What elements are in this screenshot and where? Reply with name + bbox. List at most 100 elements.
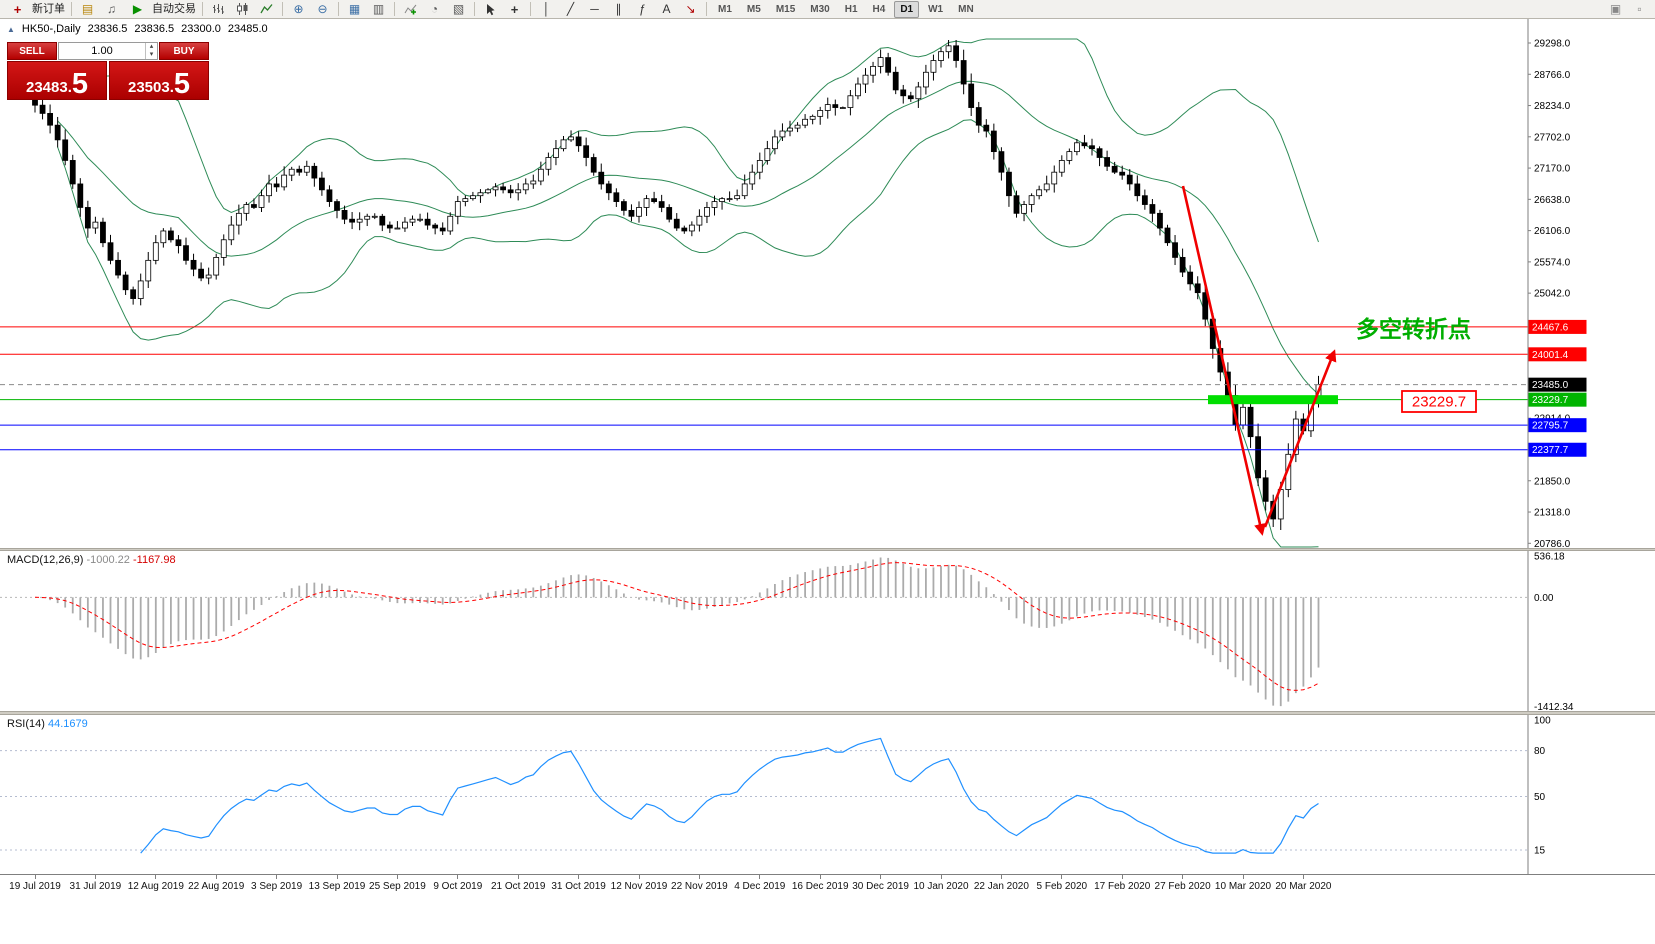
equidistant-channel-icon[interactable]: ∥ (615, 2, 622, 16)
auto-trading-button-label: 自动交易 (152, 2, 196, 15)
panel-splitter-2[interactable] (0, 711, 1655, 715)
timeframe-m5-button[interactable]: M5 (746, 3, 761, 15)
candle-body (832, 104, 839, 108)
timeframe-w1-button[interactable]: W1 (928, 3, 944, 15)
candle-body (243, 204, 250, 214)
volume-field[interactable]: 1.00 ▴ ▾ (58, 42, 158, 60)
time-axis[interactable]: 19 Jul 2019 31 Jul 2019 12 Aug 2019 22 Aug … (0, 874, 1655, 944)
price-tick-label: 26638.0 (1534, 195, 1571, 206)
time-label: 16 Dec 2019 (791, 881, 849, 892)
buy-price-button[interactable]: 23503. 5 (109, 61, 209, 100)
candle-body (824, 104, 831, 111)
cursor-icon[interactable] (479, 1, 502, 18)
price-callout-box[interactable] (1401, 390, 1477, 413)
volume-up-icon[interactable]: ▴ (149, 43, 154, 50)
collapse-one-click-icon[interactable]: ▲ (7, 24, 15, 34)
turning-point-label[interactable]: 多空转折点 (1356, 316, 1471, 342)
candle-body (583, 145, 590, 158)
volume-down-icon[interactable]: ▾ (149, 51, 154, 58)
trend-arrow-1[interactable] (1181, 185, 1266, 536)
candle-body (1021, 204, 1027, 214)
sell-price-big-digit: 5 (71, 68, 89, 101)
candle-body (1164, 227, 1171, 244)
bid-price-line-axis-label[interactable] (1528, 377, 1587, 392)
templates-icon[interactable]: ▧ (452, 2, 465, 16)
price-tick-label: 25574.0 (1534, 257, 1571, 268)
support-line-green-axis-label[interactable] (1528, 392, 1587, 407)
candle-body (1292, 418, 1299, 455)
macd-scale-label: 536.18 (1534, 551, 1565, 562)
support-line-blue-2-axis-label[interactable] (1528, 442, 1587, 457)
macd-scale-label: 0.00 (1534, 593, 1554, 604)
candle-body (167, 230, 174, 241)
candle-body (190, 259, 197, 270)
candle-body (1036, 189, 1043, 197)
candle-body (424, 218, 431, 226)
candle-body (77, 183, 84, 208)
resistance-line-2-axis-label[interactable] (1528, 347, 1587, 362)
timeframe-h4-button[interactable]: H4 (872, 3, 886, 15)
timeframe-h1-button[interactable]: H1 (844, 3, 858, 15)
sell-button[interactable]: SELL (7, 42, 57, 60)
horizontal-line-icon[interactable]: ─ (590, 2, 599, 16)
timeframe-m15-button[interactable]: M15 (775, 3, 796, 15)
candle-body (251, 204, 257, 208)
fibonacci-icon[interactable]: ƒ (639, 2, 646, 16)
new-order-button[interactable]: + 新订单 (4, 1, 67, 18)
candle-body (318, 177, 325, 191)
candle-body (1255, 436, 1261, 479)
macd-indicator: 536.18 0.00 -1412.34 (0, 551, 1574, 711)
candle-body (122, 274, 129, 291)
candle-body (409, 218, 416, 223)
vertical-line-icon[interactable]: │ (542, 2, 551, 16)
candle-body (915, 86, 922, 100)
panel-splitter-1[interactable] (0, 548, 1655, 551)
candle-body (862, 74, 869, 85)
bar-chart-icon[interactable] (207, 1, 230, 18)
time-label: 25 Sep 2019 (369, 881, 426, 892)
candle-body (115, 259, 121, 276)
auto-trading-button[interactable]: ▶ 自动交易 (124, 1, 198, 18)
toolbar-overflow-icon[interactable]: ▫ (1637, 2, 1642, 16)
candle-body (839, 107, 846, 109)
arrows-icon[interactable]: ↘ (685, 2, 696, 16)
candle-body (439, 227, 446, 232)
zoom-out-icon[interactable]: ⊖ (317, 2, 328, 16)
candle-body (1202, 292, 1209, 320)
grid-icon[interactable]: ▥ (372, 2, 385, 16)
volume-value[interactable]: 1.00 (91, 45, 113, 57)
profiles-icon[interactable]: ▤ (81, 2, 94, 16)
toolbar-separator (474, 2, 475, 16)
support-line-blue-1-axis-label[interactable] (1528, 418, 1587, 433)
candle-body (137, 280, 144, 299)
candle-body (568, 136, 574, 141)
candle-body (681, 227, 688, 232)
timeframe-m30-button[interactable]: M30 (810, 3, 830, 15)
timeframe-mn-button[interactable]: MN (958, 3, 974, 15)
text-icon[interactable]: A (662, 2, 671, 16)
time-tick-mark (336, 875, 338, 879)
time-label: 5 Feb 2020 (1036, 881, 1088, 892)
crosshair-icon[interactable]: + (510, 1, 519, 17)
indicators-icon[interactable] (399, 1, 422, 18)
timeframe-d1-button[interactable]: D1 (894, 0, 920, 18)
timeframe-m1-button[interactable]: M1 (718, 3, 732, 15)
time-label: 21 Oct 2019 (490, 881, 546, 892)
alerts-icon[interactable]: ♫ (107, 2, 116, 16)
dock-windows-icon[interactable]: ▣ (1609, 2, 1622, 16)
periods-icon[interactable]: ◔ (430, 2, 439, 16)
trendline-icon[interactable]: ╱ (566, 2, 575, 16)
line-chart-icon[interactable] (255, 1, 278, 18)
trend-arrow-2[interactable] (1263, 349, 1337, 528)
buy-price-base: 23503. (127, 79, 174, 96)
candle-body (1187, 271, 1194, 285)
candle-body (341, 209, 348, 220)
support-highlight-bar[interactable] (1208, 395, 1338, 405)
candlestick-chart-icon[interactable] (231, 1, 254, 18)
buy-button[interactable]: BUY (159, 42, 209, 60)
sell-price-button[interactable]: 23483. 5 (7, 61, 107, 100)
zoom-in-icon[interactable]: ⊕ (293, 2, 304, 16)
tile-windows-icon[interactable]: ▦ (348, 2, 361, 16)
candle-body (1141, 195, 1148, 205)
resistance-line-1-axis-label[interactable] (1528, 319, 1587, 334)
